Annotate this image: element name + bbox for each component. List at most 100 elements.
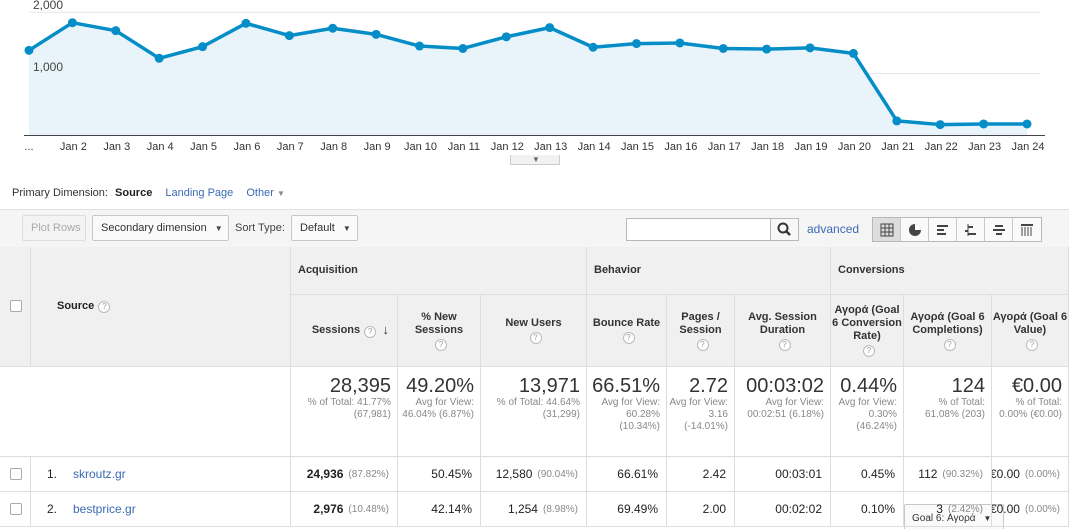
new-users-column-header[interactable]: New Users? — [481, 295, 587, 367]
data-point[interactable] — [588, 42, 598, 52]
bounce-rate-header-label: Bounce Rate — [592, 317, 661, 329]
goal6-completions-header-label: Αγορά (Goal 6 Completions) — [910, 310, 985, 336]
bounce-rate-cell: 66.61% — [587, 457, 667, 492]
total-value: 66.51% — [592, 375, 660, 397]
data-point[interactable] — [67, 18, 77, 28]
data-table-view-button[interactable] — [873, 218, 901, 241]
goal6-completions-column-header[interactable]: Αγορά (Goal 6 Completions)? — [904, 295, 992, 367]
pivot-icon — [1021, 223, 1033, 236]
comparison-view-button[interactable] — [957, 218, 985, 241]
data-point[interactable] — [111, 26, 121, 36]
x-tick-label: Jan 14 — [578, 141, 611, 153]
goal6-value-column-header[interactable]: Αγορά (Goal 6 Value)? — [992, 295, 1069, 367]
data-point[interactable] — [415, 41, 425, 51]
data-point[interactable] — [154, 53, 164, 63]
x-tick-label: Jan 15 — [621, 141, 654, 153]
term-cloud-view-button[interactable] — [985, 218, 1013, 241]
sessions-header-label: Sessions — [311, 324, 361, 336]
avg-session-duration-cell: 00:02:02 — [735, 492, 831, 527]
pct-new-sessions-header-label: % New Sessions — [414, 310, 464, 336]
data-point[interactable] — [371, 29, 381, 39]
data-point[interactable] — [892, 116, 902, 126]
x-tick-label: Jan 23 — [968, 141, 1001, 153]
cell-value: €0.00 — [992, 467, 1020, 481]
search-button[interactable] — [770, 218, 799, 241]
chevron-down-icon: ▼ — [532, 155, 540, 164]
data-point[interactable] — [848, 48, 858, 58]
row-checkbox[interactable] — [10, 503, 22, 515]
performance-view-button[interactable] — [929, 218, 957, 241]
total-comparison: % of Total: 41.77% (67,981) — [307, 397, 391, 420]
cell-value: 42.14% — [431, 502, 472, 516]
pct-new-sessions-column-header[interactable]: % New Sessions? — [398, 295, 481, 367]
source-cell: 2. bestprice.gr — [31, 492, 291, 527]
goal6-completions-cell: 112 (90.32%) — [904, 457, 992, 492]
source-link[interactable]: bestprice.gr — [73, 502, 136, 516]
sessions-series-line — [28, 20, 1027, 127]
goal-selector-dropdown[interactable]: Goal 6: Αγορά ▼ — [904, 504, 1004, 529]
x-tick-label: Jan 21 — [881, 141, 914, 153]
avg-session-duration-cell: 00:03:01 — [735, 457, 831, 492]
avg-session-duration-column-header[interactable]: Avg. Session Duration? — [735, 295, 831, 367]
conversions-group-label: Conversions — [838, 264, 905, 276]
help-icon: ? — [943, 338, 956, 351]
pct-new-sessions-cell: 42.14% — [398, 492, 481, 527]
pivot-view-button[interactable] — [1013, 218, 1041, 241]
help-icon: ? — [435, 338, 447, 351]
secondary-dimension-dropdown[interactable]: Secondary dimension ▼ — [92, 215, 229, 241]
cell-percentage: (0.00%) — [1024, 468, 1060, 480]
data-point[interactable] — [241, 18, 251, 28]
data-point[interactable] — [328, 23, 338, 33]
x-tick-label: Jan 6 — [233, 141, 260, 153]
cell-percentage: (10.48%) — [348, 503, 389, 515]
row-index: 1. — [47, 467, 58, 481]
pages-per-session-column-header[interactable]: Pages / Session? — [667, 295, 735, 367]
select-all-checkbox[interactable] — [10, 300, 22, 312]
data-point[interactable] — [198, 42, 208, 52]
cell-value: 00:03:01 — [775, 467, 822, 481]
data-point[interactable] — [545, 23, 555, 33]
sort-type-dropdown[interactable]: Default ▼ — [291, 215, 358, 241]
data-point[interactable] — [762, 44, 772, 54]
goal6-conversion-rate-column-header[interactable]: Αγορά (Goal 6 Conversion Rate)? — [831, 295, 904, 367]
source-column-header[interactable]: Source? — [31, 247, 291, 367]
data-point[interactable] — [631, 39, 641, 49]
cell-value: 1,254 — [507, 502, 538, 516]
data-point[interactable] — [718, 43, 728, 53]
data-point[interactable] — [501, 32, 511, 42]
new-users-total: 13,971% of Total: 44.64% (31,299) — [481, 367, 587, 457]
sort-type-label: Sort Type: — [235, 222, 285, 234]
primary-dimension-landing-page[interactable]: Landing Page — [165, 187, 234, 199]
plot-rows-button[interactable]: Plot Rows — [22, 215, 86, 241]
cell-percentage: (8.98%) — [542, 503, 578, 515]
pie-view-button[interactable] — [901, 218, 929, 241]
x-tick-label: Jan 20 — [838, 141, 871, 153]
x-tick-label: Jan 4 — [147, 141, 174, 153]
data-point[interactable] — [458, 43, 468, 53]
data-point[interactable] — [935, 120, 945, 130]
bounce-rate-column-header[interactable]: Bounce Rate? — [587, 295, 667, 367]
chart-collapse-toggle[interactable]: ▼ — [510, 155, 560, 165]
advanced-filter-link[interactable]: advanced — [807, 222, 860, 236]
data-point[interactable] — [24, 45, 34, 55]
row-checkbox[interactable] — [10, 468, 22, 480]
total-comparison: Avg for View: 0.30% (46.24%) — [838, 397, 897, 432]
sessions-column-header[interactable]: Sessions? ↓ — [291, 295, 398, 367]
help-icon: ? — [863, 345, 875, 357]
bar-list-icon — [936, 224, 948, 235]
source-link[interactable]: skroutz.gr — [73, 467, 126, 481]
sessions-cell: 24,936 (87.82%) — [291, 457, 398, 492]
data-point[interactable] — [284, 31, 294, 41]
table-search-input[interactable] — [626, 218, 772, 241]
primary-dimension-source[interactable]: Source — [115, 187, 153, 199]
cell-value: 2,976 — [313, 502, 344, 516]
sessions-total: 28,395% of Total: 41.77% (67,981) — [291, 367, 398, 457]
data-point[interactable] — [979, 119, 989, 129]
primary-dimension-other[interactable]: Other ▼ — [246, 187, 285, 199]
cell-value: 0.45% — [860, 467, 895, 481]
data-point[interactable] — [675, 38, 685, 48]
data-point[interactable] — [805, 43, 815, 53]
data-point[interactable] — [1022, 119, 1032, 129]
x-tick-label: Jan 11 — [448, 141, 480, 153]
help-icon: ? — [1026, 338, 1038, 351]
